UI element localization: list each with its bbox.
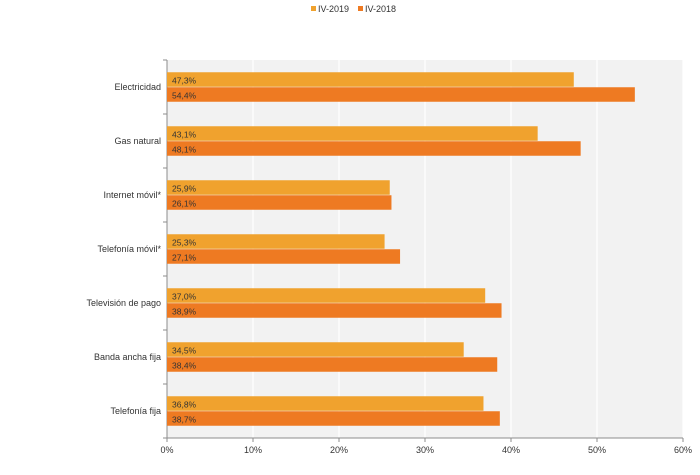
x-tick-label: 50% (588, 445, 606, 455)
x-tick-label: 30% (416, 445, 434, 455)
x-tick-label: 20% (330, 445, 348, 455)
data-label: 25,9% (172, 183, 197, 193)
x-tick-label: 0% (160, 445, 173, 455)
bar-iv-2019 (167, 126, 538, 141)
data-label: 43,1% (172, 129, 197, 139)
data-label: 54,4% (172, 90, 197, 100)
category-label: Telefonía fija (110, 406, 161, 416)
bar-iv-2018 (167, 357, 498, 372)
data-label: 27,1% (172, 252, 197, 262)
bar-iv-2018 (167, 195, 392, 210)
category-label: Televisión de pago (86, 298, 161, 308)
x-tick-label: 60% (674, 445, 692, 455)
legend-label: IV-2019 (318, 4, 349, 14)
category-label: Banda ancha fija (94, 352, 161, 362)
bar-iv-2018 (167, 303, 502, 318)
category-label: Telefonía móvil* (97, 244, 161, 254)
data-label: 38,4% (172, 360, 197, 370)
legend-swatch (358, 6, 363, 11)
bar-iv-2018 (167, 249, 401, 264)
data-label: 48,1% (172, 144, 197, 154)
bar-iv-2019 (167, 180, 390, 195)
bar-iv-2019 (167, 72, 574, 87)
data-label: 38,7% (172, 414, 197, 424)
category-label: Gas natural (114, 136, 161, 146)
data-label: 26,1% (172, 198, 197, 208)
bar-iv-2019 (167, 234, 385, 249)
data-label: 37,0% (172, 291, 197, 301)
category-label: Internet móvil* (103, 190, 161, 200)
data-label: 36,8% (172, 399, 197, 409)
legend-swatch (311, 6, 316, 11)
x-tick-label: 10% (244, 445, 262, 455)
x-tick-label: 40% (502, 445, 520, 455)
legend-label: IV-2018 (365, 4, 396, 14)
data-label: 47,3% (172, 75, 197, 85)
category-label: Electricidad (114, 82, 161, 92)
bar-iv-2018 (167, 411, 500, 426)
bar-iv-2019 (167, 288, 486, 303)
data-label: 25,3% (172, 237, 197, 247)
bar-iv-2019 (167, 342, 464, 357)
data-label: 34,5% (172, 345, 197, 355)
bar-iv-2018 (167, 141, 581, 156)
bar-iv-2019 (167, 396, 484, 411)
data-label: 38,9% (172, 306, 197, 316)
bar-iv-2018 (167, 87, 635, 102)
